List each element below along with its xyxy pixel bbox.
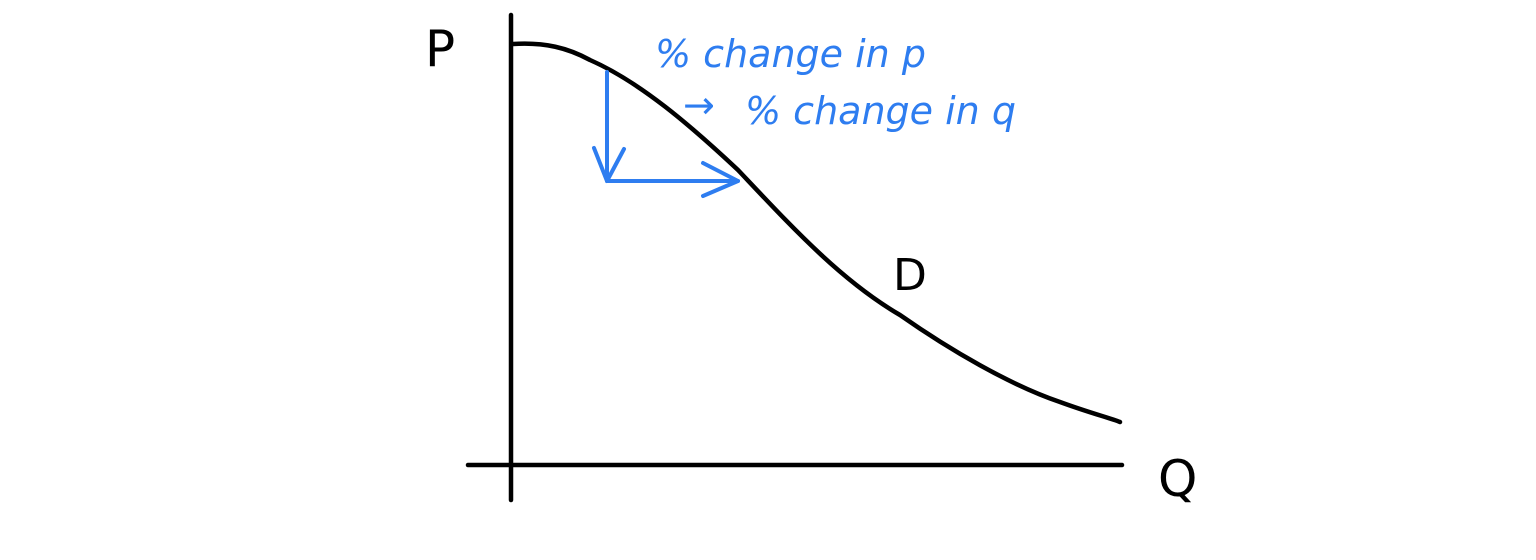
annotation-quantity-change: % change in q xyxy=(745,89,1016,133)
demand-curve xyxy=(510,41,1123,425)
y-axis-label: P xyxy=(425,20,455,78)
quantity-change-arrowhead xyxy=(701,161,740,198)
demand-curve-label: D xyxy=(893,250,927,301)
annotation-arrow: → xyxy=(683,83,715,127)
x-axis-label: Q xyxy=(1158,450,1197,508)
annotation-price-change: % change in p xyxy=(655,32,926,76)
change-arrows xyxy=(592,70,740,198)
